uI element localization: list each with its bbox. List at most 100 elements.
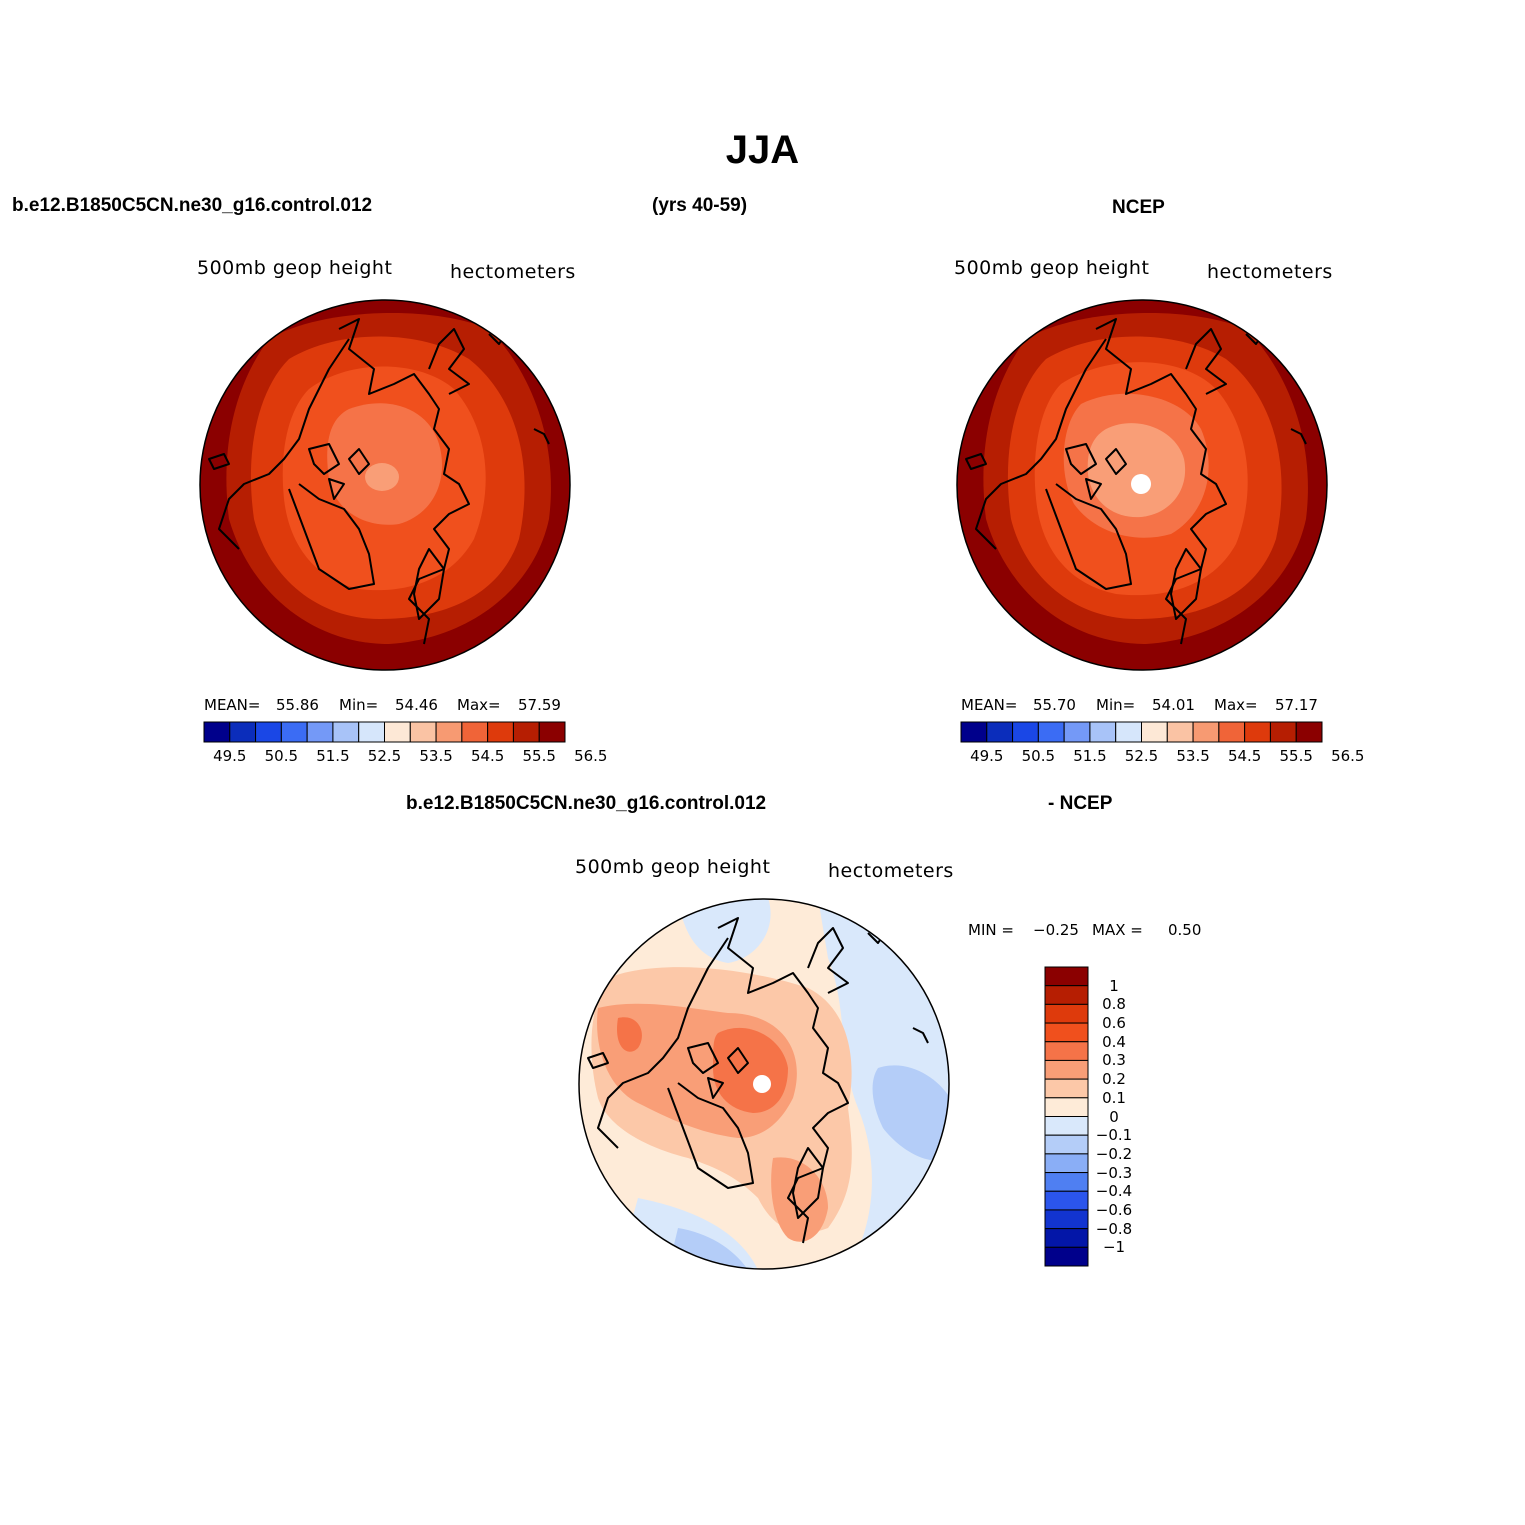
diff-colorbar-box bbox=[1044, 1246, 1089, 1267]
diff-colorbar-box bbox=[1044, 1116, 1089, 1136]
obs-colorbar-box bbox=[1244, 721, 1271, 743]
diff-min-value: −0.25 bbox=[1033, 921, 1079, 939]
diff-colorbar-tick-label: 0.4 bbox=[1102, 1032, 1126, 1051]
diff-colorbar-box bbox=[1044, 1003, 1089, 1024]
obs-colorbar-box bbox=[1295, 721, 1323, 743]
obs-colorbar-box bbox=[960, 721, 988, 743]
model-colorbar-tick-label: 49.5 bbox=[213, 747, 247, 765]
obs-colorbar-box bbox=[1192, 721, 1220, 743]
model-max-label: Max= bbox=[457, 696, 501, 714]
diff-colorbar-tick-label: 0.2 bbox=[1102, 1070, 1126, 1089]
diff-colorbar-box bbox=[1044, 1022, 1089, 1043]
obs-mean-value: 55.70 bbox=[1033, 696, 1076, 714]
model-polar-map bbox=[199, 299, 571, 671]
diff-colorbar-tick-label: 0.6 bbox=[1102, 1014, 1126, 1033]
obs-colorbar-box bbox=[1089, 721, 1117, 743]
diff-colorbar-box bbox=[1044, 1134, 1089, 1155]
diff-colorbar-tick-label: 0.8 bbox=[1102, 995, 1126, 1014]
diff-max-label: MAX = bbox=[1092, 921, 1143, 939]
obs-colorbar-box bbox=[1166, 721, 1194, 743]
model-colorbar-box bbox=[332, 721, 360, 743]
obs-colorbar-tick-label: 53.5 bbox=[1176, 747, 1210, 765]
obs-colorbar-tick-label: 56.5 bbox=[1331, 747, 1365, 765]
model-colorbar-tick-label: 53.5 bbox=[419, 747, 453, 765]
model-max-value: 57.59 bbox=[518, 696, 561, 714]
diff-colorbar-tick-label: −0.2 bbox=[1095, 1144, 1133, 1163]
diff-colorbar-box bbox=[1044, 1059, 1089, 1080]
model-mean-value: 55.86 bbox=[276, 696, 319, 714]
diff-max-value: 0.50 bbox=[1168, 921, 1202, 939]
obs-variable-label: 500mb geop height bbox=[954, 257, 1150, 279]
obs-colorbar-tick-label: 55.5 bbox=[1279, 747, 1313, 765]
model-colorbar-box bbox=[306, 721, 334, 743]
page-title: JJA bbox=[725, 128, 800, 172]
model-colorbar-box bbox=[384, 721, 411, 743]
model-colorbar-box bbox=[358, 721, 385, 743]
diff-colorbar-box bbox=[1044, 1172, 1089, 1192]
model-colorbar-box bbox=[435, 721, 463, 743]
model-colorbar-box bbox=[203, 721, 231, 743]
diff-colorbar-tick-label: −0.1 bbox=[1095, 1126, 1133, 1145]
diff-colorbar bbox=[1044, 966, 1089, 1267]
diff-units-label: hectometers bbox=[828, 860, 954, 882]
diff-colorbar-box bbox=[1044, 1228, 1089, 1248]
model-colorbar-box bbox=[538, 721, 566, 743]
model-colorbar-tick-label: 54.5 bbox=[470, 747, 505, 765]
obs-colorbar-box bbox=[986, 721, 1014, 743]
model-colorbar-tick-label: 56.5 bbox=[574, 747, 608, 765]
diff-colorbar-box bbox=[1044, 1097, 1089, 1117]
diff-colorbar-box bbox=[1044, 1209, 1089, 1230]
model-colorbar-tick-label: 52.5 bbox=[367, 747, 402, 765]
diff-min-label: MIN = bbox=[968, 921, 1014, 939]
model-colorbar-box bbox=[229, 721, 257, 743]
obs-colorbar-box bbox=[1063, 721, 1091, 743]
diff-case-name-header: b.e12.B1850C5CN.ne30_g16.control.012 bbox=[406, 793, 767, 814]
diff-suffix-header: - NCEP bbox=[1048, 793, 1113, 814]
model-variable-label: 500mb geop height bbox=[197, 257, 393, 279]
obs-colorbar-tick-label: 50.5 bbox=[1021, 747, 1056, 765]
diff-polar-map bbox=[578, 898, 950, 1270]
model-colorbar bbox=[203, 721, 566, 743]
model-units-label: hectometers bbox=[450, 261, 576, 283]
model-colorbar-tick-label: 55.5 bbox=[522, 747, 556, 765]
model-colorbar-tick-label: 51.5 bbox=[316, 747, 350, 765]
diff-colorbar-tick-label: −1 bbox=[1102, 1238, 1126, 1257]
diff-colorbar-tick-label: −0.4 bbox=[1095, 1182, 1133, 1201]
obs-min-value: 54.01 bbox=[1152, 696, 1195, 714]
diff-colorbar-tick-label: −0.8 bbox=[1095, 1219, 1133, 1238]
obs-colorbar-box bbox=[1115, 721, 1142, 743]
model-mean-label: MEAN= bbox=[204, 696, 261, 714]
model-colorbar-box bbox=[280, 721, 308, 743]
obs-max-value: 57.17 bbox=[1275, 696, 1318, 714]
diff-colorbar-box bbox=[1044, 1078, 1089, 1099]
obs-polar-map bbox=[956, 299, 1328, 671]
diff-colorbar-tick-label: 1 bbox=[1109, 976, 1119, 995]
obs-colorbar-box bbox=[1037, 721, 1065, 743]
diff-variable-label: 500mb geop height bbox=[575, 856, 771, 878]
model-colorbar-box bbox=[512, 721, 540, 743]
diff-colorbar-tick-label: 0 bbox=[1109, 1107, 1119, 1126]
model-colorbar-box bbox=[409, 721, 437, 743]
obs-min-label: Min= bbox=[1096, 696, 1136, 714]
diff-colorbar-box bbox=[1044, 985, 1089, 1005]
obs-colorbar bbox=[960, 721, 1323, 743]
obs-colorbar-box bbox=[1218, 721, 1246, 743]
diff-colorbar-tick-label: 0.3 bbox=[1102, 1051, 1126, 1070]
diff-colorbar-box bbox=[1044, 1190, 1089, 1211]
diff-colorbar-box bbox=[1044, 1041, 1089, 1061]
model-min-value: 54.46 bbox=[395, 696, 438, 714]
case-name-header: b.e12.B1850C5CN.ne30_g16.control.012 bbox=[12, 195, 373, 216]
obs-colorbar-box bbox=[1012, 721, 1039, 743]
obs-colorbar-tick-label: 52.5 bbox=[1124, 747, 1159, 765]
model-colorbar-box bbox=[487, 721, 514, 743]
model-min-label: Min= bbox=[339, 696, 379, 714]
diff-colorbar-box bbox=[1044, 966, 1089, 987]
model-colorbar-box bbox=[461, 721, 489, 743]
obs-name-header: NCEP bbox=[1112, 197, 1165, 218]
model-colorbar-box bbox=[255, 721, 282, 743]
obs-max-label: Max= bbox=[1214, 696, 1258, 714]
years-header: (yrs 40-59) bbox=[652, 195, 748, 216]
diff-colorbar-tick-label: 0.1 bbox=[1102, 1088, 1126, 1107]
obs-mean-label: MEAN= bbox=[961, 696, 1018, 714]
obs-units-label: hectometers bbox=[1207, 261, 1333, 283]
